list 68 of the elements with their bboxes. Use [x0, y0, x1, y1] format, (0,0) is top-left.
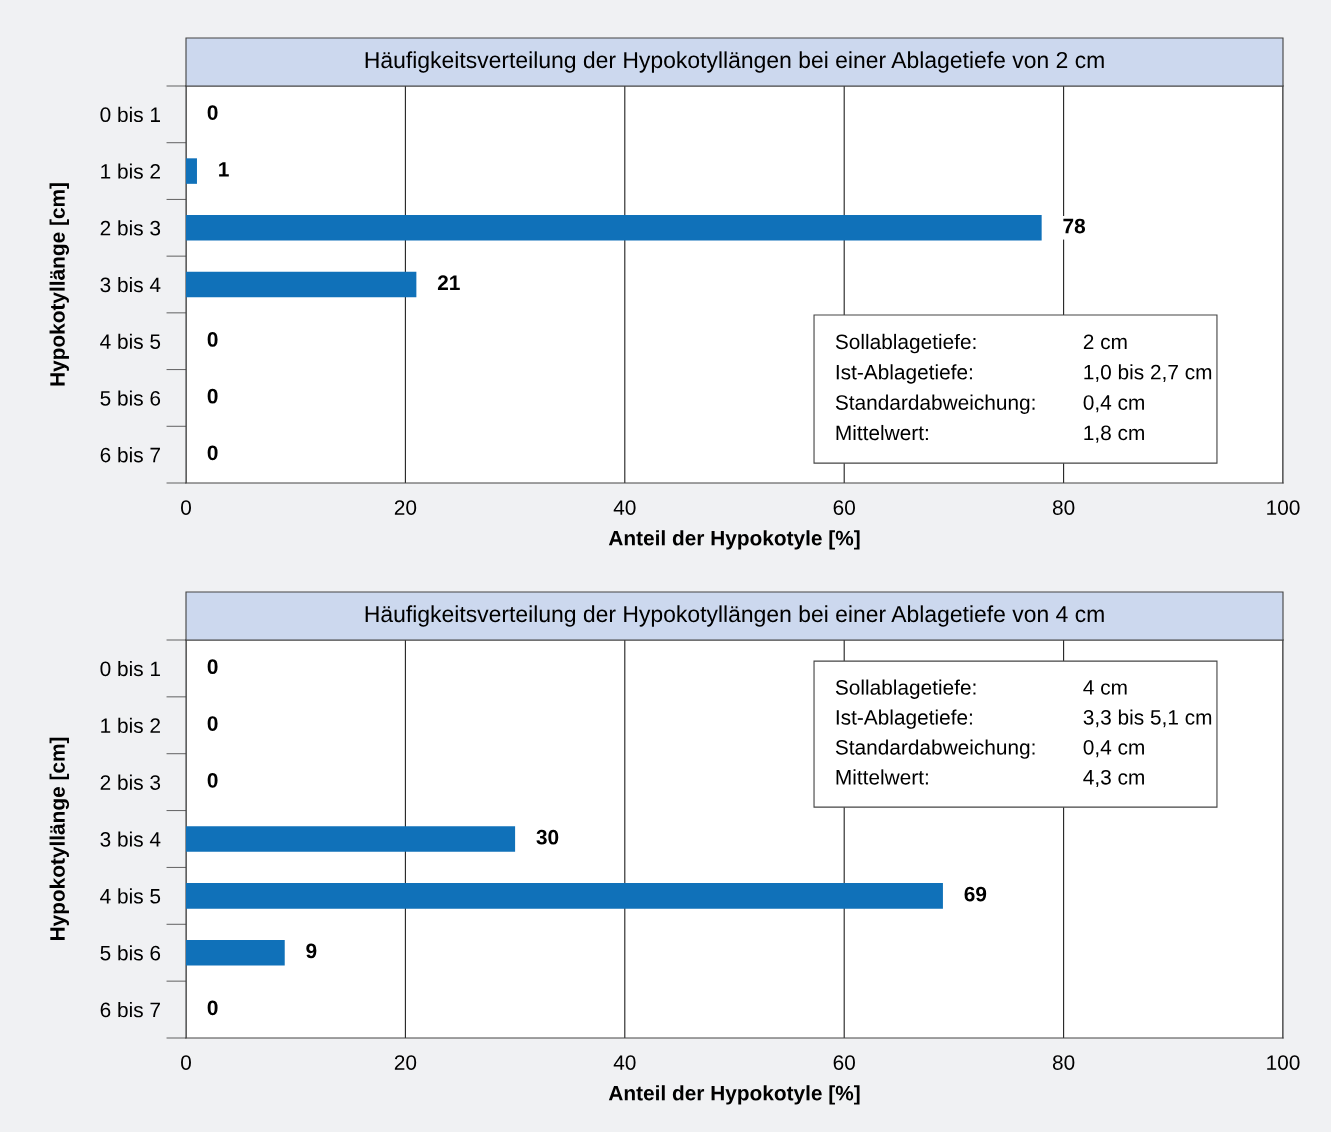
- y-tick-label: 5 bis 6: [100, 390, 161, 406]
- data-label: 78: [1063, 218, 1086, 234]
- annotation: Ist-Ablagetiefe:: [836, 364, 972, 384]
- data-label: 69: [964, 886, 987, 902]
- y-tick-label: 3 bis 4: [100, 276, 161, 293]
- data-label: 0: [207, 716, 218, 731]
- y-tick-label: 0 bis 1: [100, 106, 160, 123]
- data-label: 0: [207, 1000, 218, 1016]
- data-label: 0: [207, 659, 218, 675]
- y-tick-label: 6 bis 7: [100, 1002, 160, 1018]
- annotation: 3,3 bis 5,1 cm: [1083, 709, 1212, 728]
- x-tick-label: 100: [1267, 1055, 1300, 1070]
- annotation: 1,0 bis 2,7 cm: [1084, 364, 1212, 382]
- data-label: 0: [207, 332, 218, 347]
- y-tick-label: 0 bis 1: [100, 660, 160, 677]
- annotation: 4 cm: [1083, 680, 1127, 695]
- bar: [186, 271, 417, 298]
- y-tick-label: 6 bis 7: [100, 447, 160, 463]
- bar: [186, 158, 197, 184]
- annotation: Mittelwert:: [836, 769, 928, 785]
- y-tick-label: 3 bis 4: [100, 831, 161, 847]
- bar: [186, 883, 943, 909]
- x-tick-label: 20: [394, 500, 417, 515]
- annotation: 4,3 cm: [1083, 769, 1144, 788]
- data-label: 0: [207, 105, 218, 120]
- x-tick-label: 80: [1052, 500, 1075, 515]
- x-axis-title: Anteil der Hypokotyle [%]: [608, 1085, 860, 1105]
- annotation: Standardabweichung:: [835, 394, 1035, 414]
- x-tick-label: 20: [394, 1055, 417, 1070]
- x-tick-label: 40: [613, 1055, 636, 1070]
- annotation: Sollablagetiefe:: [835, 679, 976, 699]
- annotation: Sollablagetiefe:: [835, 333, 976, 354]
- y-tick-label: 5 bis 6: [100, 945, 161, 961]
- x-tick-label: 60: [833, 1055, 855, 1070]
- chart-title: Häufigkeitsverteilung der Hypokotyllängen bei einer Ablagetiefe von 4 cm: [365, 605, 1104, 627]
- data-label: 0: [207, 772, 218, 788]
- y-tick-label: 1 bis 2: [101, 717, 160, 734]
- annotation: 0,4 cm: [1083, 739, 1144, 758]
- annotation: 1,8 cm: [1084, 425, 1144, 443]
- annotation: Ist-Ablagetiefe:: [836, 709, 972, 729]
- chart-title: Häufigkeitsverteilung der Hypokotyllängen bei einer Ablagetiefe von 2 cm: [365, 51, 1104, 73]
- y-tick-label: 4 bis 5: [100, 888, 161, 904]
- y-axis-title: Hypokotyllänge [cm]: [49, 183, 70, 386]
- x-tick-label: 0: [181, 1055, 191, 1070]
- bar: [186, 215, 1042, 241]
- annotation: 0,4 cm: [1083, 395, 1144, 413]
- x-tick-label: 0: [181, 500, 191, 515]
- data-label: 30: [536, 829, 559, 845]
- bar: [186, 939, 285, 966]
- annotation: Standardabweichung:: [835, 739, 1035, 759]
- data-label: 1: [219, 162, 229, 177]
- bar: [186, 826, 516, 852]
- y-axis-title: Hypokotyllänge [cm]: [49, 737, 70, 941]
- annotation: 2 cm: [1083, 334, 1127, 350]
- y-tick-label: 2 bis 3: [100, 774, 161, 790]
- y-tick-label: 2 bis 3: [100, 220, 161, 236]
- x-tick-label: 100: [1267, 500, 1300, 515]
- data-label: 9: [306, 943, 317, 959]
- data-label: 21: [437, 275, 460, 290]
- y-tick-label: 4 bis 5: [100, 333, 161, 349]
- y-tick-label: 1 bis 2: [101, 163, 160, 179]
- x-tick-label: 80: [1052, 1055, 1075, 1070]
- x-tick-label: 60: [833, 500, 855, 515]
- annotation: Mittelwert:: [836, 424, 928, 441]
- x-axis-title: Anteil der Hypokotyle [%]: [608, 530, 860, 550]
- data-label: 0: [207, 445, 218, 461]
- data-label: 0: [207, 388, 218, 404]
- x-tick-label: 40: [613, 500, 636, 515]
